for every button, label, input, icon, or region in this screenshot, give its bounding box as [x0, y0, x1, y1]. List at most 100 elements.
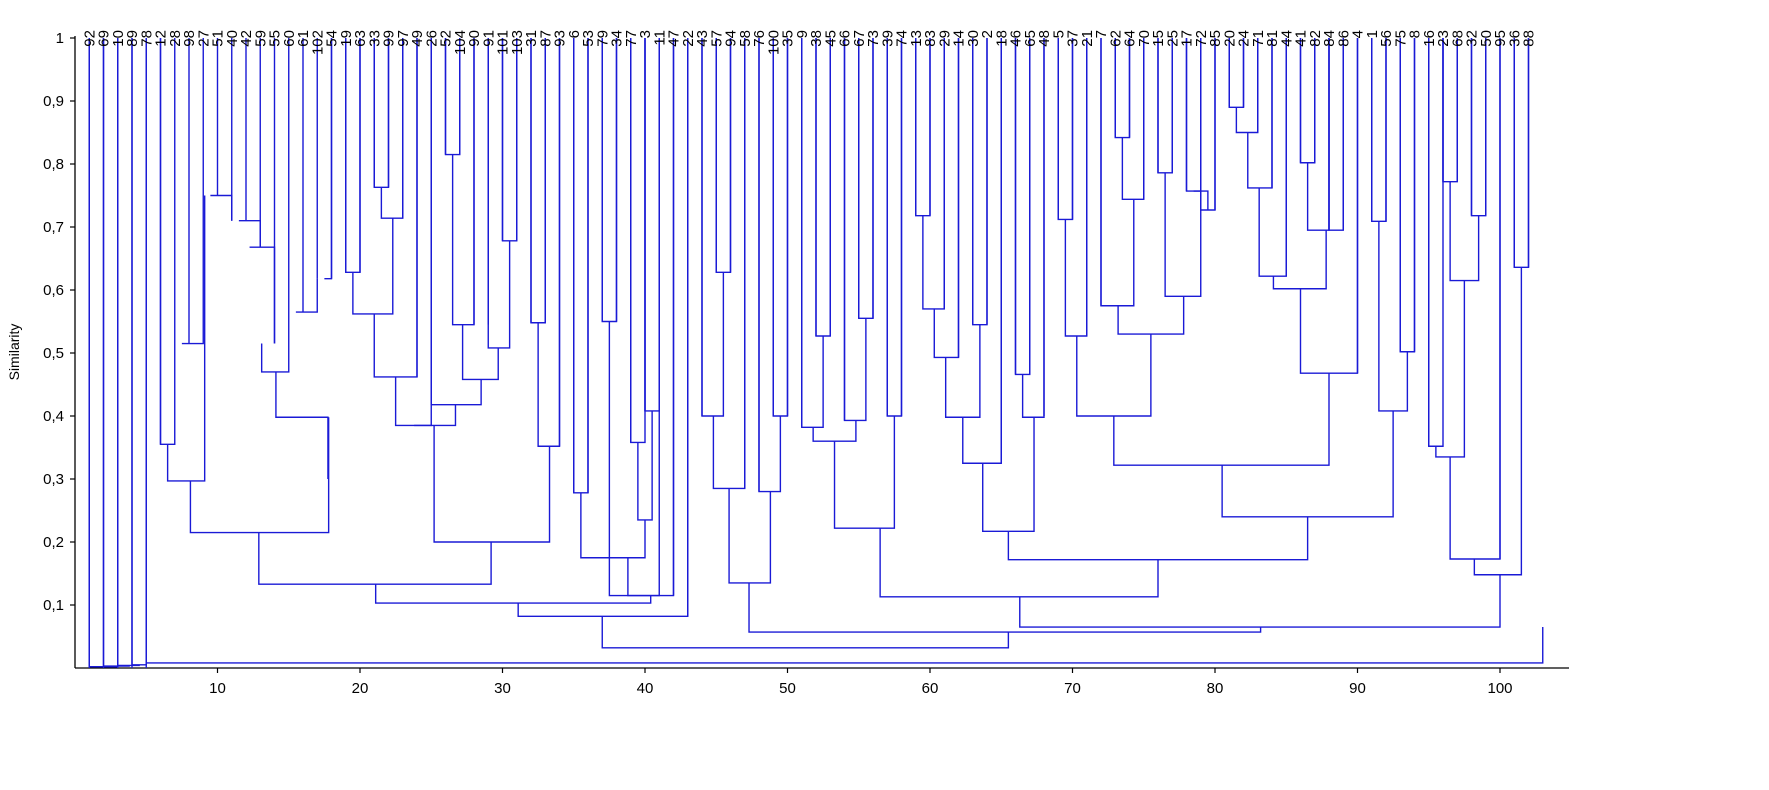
dendrogram-link	[260, 312, 290, 373]
dendrogram-link	[772, 38, 789, 417]
leaf-label: 88	[1521, 30, 1538, 47]
dendrogram-link	[374, 584, 652, 604]
dendrogram-link	[715, 38, 732, 274]
dendrogram-link	[258, 532, 492, 585]
leaf-label: 8	[1407, 30, 1424, 38]
dendrogram-link	[1470, 38, 1487, 217]
dendrogram-link	[1193, 190, 1209, 210]
leaf-label: 92	[81, 30, 98, 47]
leaf-label: 59	[252, 30, 269, 47]
leaf-label: 77	[623, 30, 640, 47]
dendrogram-link	[1014, 38, 1031, 376]
leaf-label: 69	[96, 30, 113, 47]
dendrogram-link	[1228, 38, 1245, 108]
dendrogram-link	[758, 38, 782, 493]
leaf-label: 5	[1050, 30, 1067, 38]
y-tick-label: 0,3	[43, 471, 64, 488]
leaf-label: 103	[509, 30, 526, 55]
x-tick-label: 80	[1207, 680, 1224, 697]
leaf-label: 70	[1136, 30, 1153, 47]
leaf-label: 91	[480, 30, 497, 47]
leaf-label: 31	[523, 30, 540, 47]
dendrogram-link	[1328, 38, 1344, 231]
leaf-label: 21	[1079, 30, 1096, 47]
dendrogram-link	[1399, 38, 1416, 353]
leaf-label: 62	[1107, 30, 1124, 47]
leaf-label: 83	[922, 30, 939, 47]
dendrogram-link	[915, 38, 931, 217]
leaf-label: 2	[979, 30, 996, 38]
dendrogram-tree	[88, 38, 1544, 668]
dendrogram-link	[352, 218, 394, 315]
leaf-label: 4	[1350, 30, 1367, 38]
dendrogram-link	[1442, 38, 1458, 183]
leaf-label: 79	[594, 30, 611, 47]
leaf-label: 78	[138, 30, 155, 47]
leaf-label: 65	[1022, 30, 1039, 47]
leaf-label: 43	[694, 30, 711, 47]
dendrogram-link	[249, 246, 276, 344]
dendrogram-link	[166, 195, 206, 482]
leaf-label: 64	[1122, 30, 1139, 47]
dendrogram-link	[879, 528, 1159, 598]
leaf-label: 3	[637, 30, 654, 38]
leaf-label: 12	[153, 30, 170, 47]
dendrogram-link	[1019, 574, 1501, 628]
leaf-label: 37	[1065, 30, 1082, 47]
leaf-label: 100	[765, 30, 782, 55]
x-tick-label: 20	[352, 680, 369, 697]
x-tick-label: 90	[1349, 680, 1366, 697]
leaf-label: 53	[580, 30, 597, 47]
dendrogram-link	[345, 38, 361, 274]
dendrogram-link	[461, 324, 499, 381]
dendrogram-link	[131, 38, 147, 666]
dendrogram-link	[324, 38, 333, 280]
leaf-label: 66	[837, 30, 854, 47]
y-tick-label: 0,2	[43, 534, 64, 551]
dendrogram-link	[972, 38, 988, 326]
leaf-label: 87	[537, 30, 554, 47]
leaf-label: 98	[181, 30, 198, 47]
dendrogram-link	[181, 195, 204, 345]
dendrogram-link	[1114, 38, 1131, 139]
axes: 1 0,9 0,8 0,7 0,6 0,5 0,4 0,3 0,2 0,1 10 20 30 40 50 60…	[43, 30, 1569, 697]
leaf-label: 29	[936, 30, 953, 47]
leaf-label: 22	[680, 30, 697, 47]
dendrogram-link	[1513, 38, 1530, 269]
leaf-label: 35	[780, 30, 797, 47]
dendrogram-link	[601, 616, 1010, 649]
dendrogram-link	[1200, 38, 1216, 211]
dendrogram-link	[1371, 38, 1387, 223]
dendrogram-link	[580, 492, 646, 559]
dendrogram-link	[644, 38, 660, 412]
x-tick-label: 100	[1487, 680, 1512, 697]
dendrogram-link	[373, 38, 418, 378]
leaf-label: 46	[1008, 30, 1025, 47]
leaf-label: 50	[1478, 30, 1495, 47]
leaf-label: 44	[1278, 30, 1295, 47]
leaf-label: 18	[993, 30, 1010, 47]
leaf-label: 20	[1221, 30, 1238, 47]
dendrogram-link	[530, 38, 546, 324]
leaf-label: 7	[1093, 30, 1110, 38]
dendrogram-link	[210, 194, 233, 221]
dendrogram-link	[1306, 38, 1330, 231]
dendrogram-link	[982, 417, 1035, 532]
leaf-label: 93	[552, 30, 569, 47]
dendrogram-link	[451, 38, 475, 326]
x-tick-label: 70	[1064, 680, 1081, 697]
leaf-label: 19	[338, 30, 355, 47]
dendrogram-link	[433, 425, 551, 543]
dendrogram-link	[517, 38, 689, 618]
dendrogram-link	[748, 582, 1262, 633]
leaf-label: 63	[352, 30, 369, 47]
dendrogram-link	[1057, 38, 1074, 221]
dendrogram-link	[573, 38, 589, 494]
dendrogram-link	[962, 38, 1002, 464]
leaf-label: 75	[1392, 30, 1409, 47]
dendrogram-link	[1100, 38, 1135, 307]
y-tick-label: 0,7	[43, 219, 64, 236]
leaf-label: 45	[822, 30, 839, 47]
dendrogram-link	[1021, 38, 1045, 418]
